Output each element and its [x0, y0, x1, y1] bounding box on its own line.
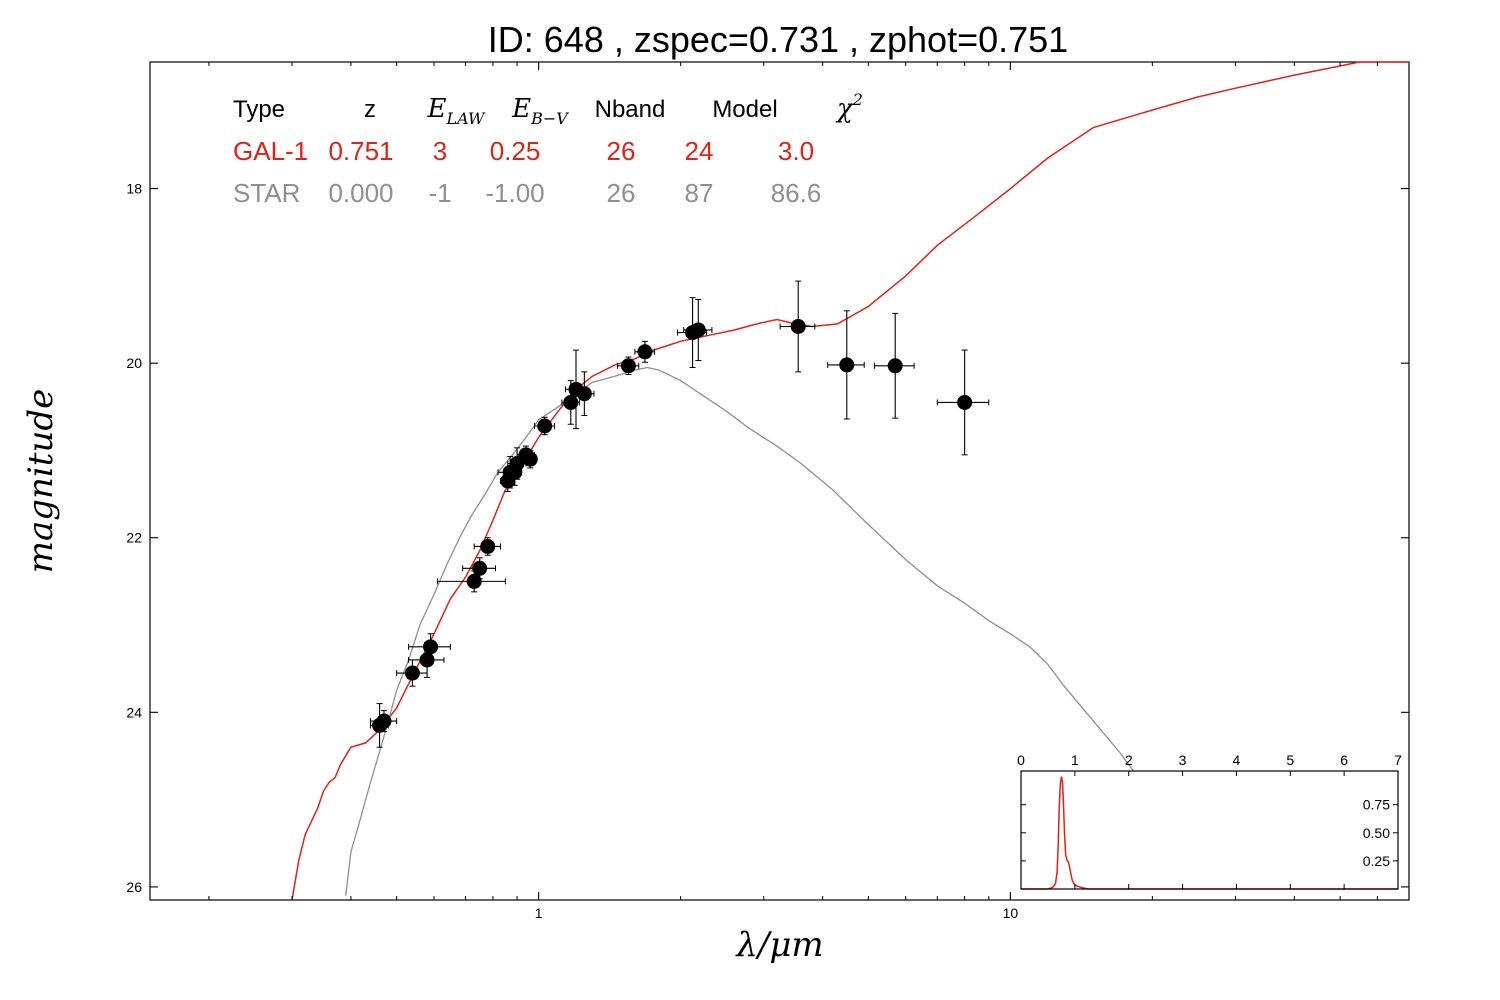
data-point-5 [408, 633, 451, 661]
inset-x-tick-label: 6 [1340, 752, 1348, 768]
data-marker [522, 451, 538, 467]
legend-cell-gal-6: 24 [685, 136, 714, 166]
data-point-14 [522, 449, 538, 469]
legend-cell-star-1: STAR [233, 178, 300, 208]
inset-pdz: 0 1 2 3 4 5 6 7 0.25 0.50 0.75 [1017, 752, 1402, 890]
legend-cell-star-4: -1.00 [485, 178, 544, 208]
data-marker [637, 344, 653, 360]
data-point-23 [779, 280, 816, 373]
data-point-22 [683, 298, 713, 362]
inset-y-tick-label: 0.25 [1363, 853, 1390, 869]
legend-header-7: χ2 [835, 90, 863, 124]
legend-cell-gal-7: 3.0 [778, 136, 814, 166]
x-tick-label: 10 [1003, 905, 1019, 921]
legend-cell-gal-3: 3 [433, 136, 447, 166]
inset-x-tick-label: 7 [1394, 752, 1402, 768]
data-marker [839, 357, 855, 373]
inset-x-tick-label: 5 [1286, 752, 1294, 768]
data-marker [480, 538, 496, 554]
legend-cell-gal-1: GAL-1 [233, 136, 308, 166]
data-marker [887, 358, 903, 374]
data-point-7 [462, 557, 496, 580]
data-marker [423, 639, 439, 655]
series-layer [291, 61, 1409, 901]
data-marker [576, 386, 592, 402]
legend-header-6: Model [712, 96, 777, 123]
data-point-24 [827, 310, 865, 420]
legend-cell-star-7: 86.6 [771, 178, 822, 208]
inset-series-layer [1021, 776, 1398, 890]
inset-x-tick-label: 2 [1125, 752, 1133, 768]
data-marker [563, 394, 579, 410]
data-marker [957, 394, 973, 410]
data-point-25 [873, 312, 915, 419]
y-tick-label: 22 [126, 530, 142, 546]
legend-cell-gal-4: 0.25 [490, 136, 541, 166]
data-marker [404, 665, 420, 681]
y-tick-label: 18 [126, 181, 142, 197]
y-axis-label: magnitude [21, 389, 61, 574]
data-point-2 [369, 710, 398, 733]
legend-table: Type z ELAW EB−V Nband Model χ2 GAL-1 0.751 3 0.25… [233, 90, 863, 208]
data-point-20 [634, 340, 655, 363]
data-point-6 [436, 570, 506, 593]
inset-x-tick-label: 0 [1017, 752, 1025, 768]
x-tick-label: 1 [535, 905, 543, 921]
inset-x-tick-label: 3 [1179, 752, 1187, 768]
legend-header-subscript: B−V [530, 109, 569, 128]
legend-cell-star-2: 0.000 [328, 178, 393, 208]
data-point-18 [573, 371, 595, 417]
inset-y-tick-label: 0.50 [1363, 825, 1390, 841]
inset-axis-layer: 0 1 2 3 4 5 6 7 0.25 0.50 0.75 [1017, 752, 1402, 889]
data-marker [620, 358, 636, 374]
legend-header-5: Nband [595, 96, 666, 123]
legend-cell-star-5: 26 [607, 178, 636, 208]
data-point-19 [617, 356, 640, 376]
data-point-15 [534, 416, 555, 436]
legend-header-1: Type [233, 96, 285, 123]
legend-header-2: z [364, 96, 376, 123]
inset-x-tick-label: 4 [1233, 752, 1241, 768]
inset-background [1021, 771, 1398, 889]
legend-header-subscript: LAW [446, 109, 487, 128]
legend-cell-star-3: -1 [428, 178, 451, 208]
legend-cell-star-6: 87 [685, 178, 714, 208]
y-tick-label: 24 [126, 704, 142, 720]
y-tick-label: 26 [126, 879, 142, 895]
series-line-gal-1 [291, 61, 1409, 901]
data-point-26 [936, 349, 990, 456]
y-tick-label: 20 [126, 355, 142, 371]
legend-cell-gal-5: 26 [607, 136, 636, 166]
inset-x-tick-label: 1 [1071, 752, 1079, 768]
x-axis-label: λ/μm [734, 925, 823, 965]
legend-header-4: EB−V [511, 94, 569, 128]
data-marker [376, 713, 392, 729]
data-marker [466, 573, 482, 589]
inset-frame [1020, 770, 1399, 890]
data-marker [790, 318, 806, 334]
data-marker [472, 560, 488, 576]
plot-frame [149, 61, 1410, 901]
legend-header-3: ELAW [427, 94, 487, 128]
series-line-star [345, 366, 1143, 896]
legend-header-superscript: 2 [852, 90, 863, 109]
data-marker [690, 322, 706, 338]
data-marker [537, 418, 553, 434]
legend-cell-gal-2: 0.751 [328, 136, 393, 166]
chart-title: ID: 648 , zspec=0.731 , zphot=0.751 [488, 19, 1068, 60]
data-point-8 [473, 537, 501, 556]
inset-y-tick-label: 0.75 [1363, 797, 1390, 813]
inset-pdz-line [1021, 776, 1398, 890]
